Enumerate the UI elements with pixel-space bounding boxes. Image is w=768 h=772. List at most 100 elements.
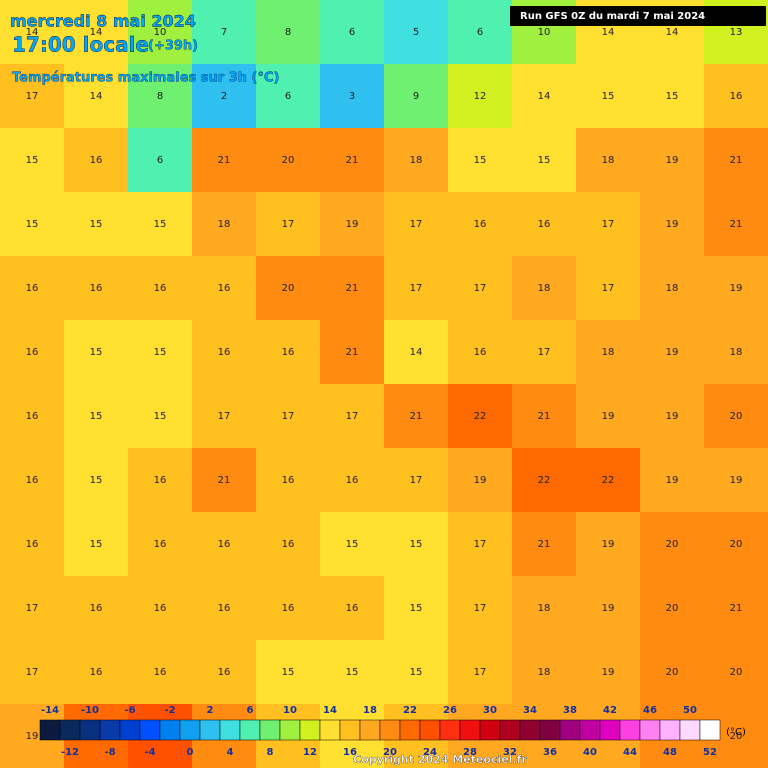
cell [704, 64, 768, 128]
cell-value: 17 [602, 283, 615, 294]
legend-label: 34 [523, 705, 537, 716]
cell [640, 640, 704, 704]
cell-value: 6 [477, 27, 483, 38]
cell [256, 576, 320, 640]
cell-value: 20 [282, 283, 295, 294]
cell [576, 640, 640, 704]
lead: (+39h) [148, 39, 198, 54]
legend-swatch [659, 719, 681, 741]
cell [192, 192, 256, 256]
cell [448, 512, 512, 576]
cell [0, 448, 64, 512]
cell [64, 0, 128, 64]
cell-value: 15 [90, 347, 103, 358]
cell [64, 448, 128, 512]
cell [256, 384, 320, 448]
cell-value: 19 [474, 475, 487, 486]
cell [448, 320, 512, 384]
cell [384, 448, 448, 512]
cell-value: 16 [282, 347, 295, 358]
cell [256, 640, 320, 704]
cell-value: 17 [474, 603, 487, 614]
cell-value: 15 [154, 347, 167, 358]
cell [128, 320, 192, 384]
cell [256, 0, 320, 64]
cell [64, 256, 128, 320]
cell-value: 16 [26, 283, 39, 294]
cell [704, 640, 768, 704]
legend-swatch [539, 719, 561, 741]
cell [64, 128, 128, 192]
cell [320, 64, 384, 128]
cell-value: 15 [346, 539, 359, 550]
cell-value: 10 [154, 27, 167, 38]
legend-swatch [519, 719, 541, 741]
cell [384, 384, 448, 448]
cell [256, 320, 320, 384]
legend-label: 38 [563, 705, 577, 716]
cell [576, 320, 640, 384]
cell-value: 16 [346, 603, 359, 614]
cell [320, 256, 384, 320]
cell-value: 21 [730, 219, 743, 230]
cell [384, 64, 448, 128]
cell-value: 17 [410, 283, 423, 294]
cell-value: 16 [282, 539, 295, 550]
cell-value: 15 [90, 219, 103, 230]
cell-value: 15 [410, 667, 423, 678]
legend-swatch [179, 719, 201, 741]
cell-value: 18 [602, 155, 615, 166]
legend-swatch [499, 719, 521, 741]
cell [256, 128, 320, 192]
legend-swatch [319, 719, 341, 741]
legend-label: 8 [267, 747, 274, 758]
legend-label: 44 [623, 747, 637, 758]
cell-value: 12 [474, 91, 487, 102]
cell [64, 512, 128, 576]
cell-value: 14 [410, 347, 423, 358]
cell [0, 576, 64, 640]
cell-value: 16 [730, 91, 743, 102]
legend-label: -14 [41, 705, 59, 716]
cell-value: 15 [410, 603, 423, 614]
cell [384, 192, 448, 256]
cell [576, 512, 640, 576]
cell [576, 64, 640, 128]
cell-value: 6 [349, 27, 355, 38]
legend-label: 36 [543, 747, 557, 758]
cell-value: 13 [730, 27, 743, 38]
cell [0, 384, 64, 448]
legend-swatch [479, 719, 501, 741]
cell [384, 512, 448, 576]
cell [640, 384, 704, 448]
cell-value: 17 [474, 667, 487, 678]
cell [448, 128, 512, 192]
cell [448, 640, 512, 704]
cell-value: 18 [538, 667, 551, 678]
cell-value: 16 [218, 283, 231, 294]
cell-value: 6 [157, 155, 163, 166]
legend-label: 4 [227, 747, 234, 758]
legend-label: 26 [443, 705, 457, 716]
cell-value: 20 [730, 731, 743, 742]
cell-value: 19 [346, 219, 359, 230]
cell-value: 17 [538, 347, 551, 358]
cell-value: 16 [90, 603, 103, 614]
cell-value: 16 [282, 475, 295, 486]
cell-value: 16 [26, 475, 39, 486]
legend-swatch [679, 719, 701, 741]
cell-value: 22 [474, 411, 487, 422]
cell-value: 20 [730, 411, 743, 422]
cell [64, 64, 128, 128]
cell-value: 18 [538, 603, 551, 614]
legend-label: 16 [343, 747, 357, 758]
cell-value: 22 [538, 475, 551, 486]
cell [384, 640, 448, 704]
cell-value: 18 [218, 219, 231, 230]
cell-value: 16 [474, 347, 487, 358]
legend-swatch [79, 719, 101, 741]
legend-label: -8 [104, 747, 115, 758]
cell [704, 512, 768, 576]
cell-value: 15 [282, 667, 295, 678]
cell-value: 16 [218, 603, 231, 614]
